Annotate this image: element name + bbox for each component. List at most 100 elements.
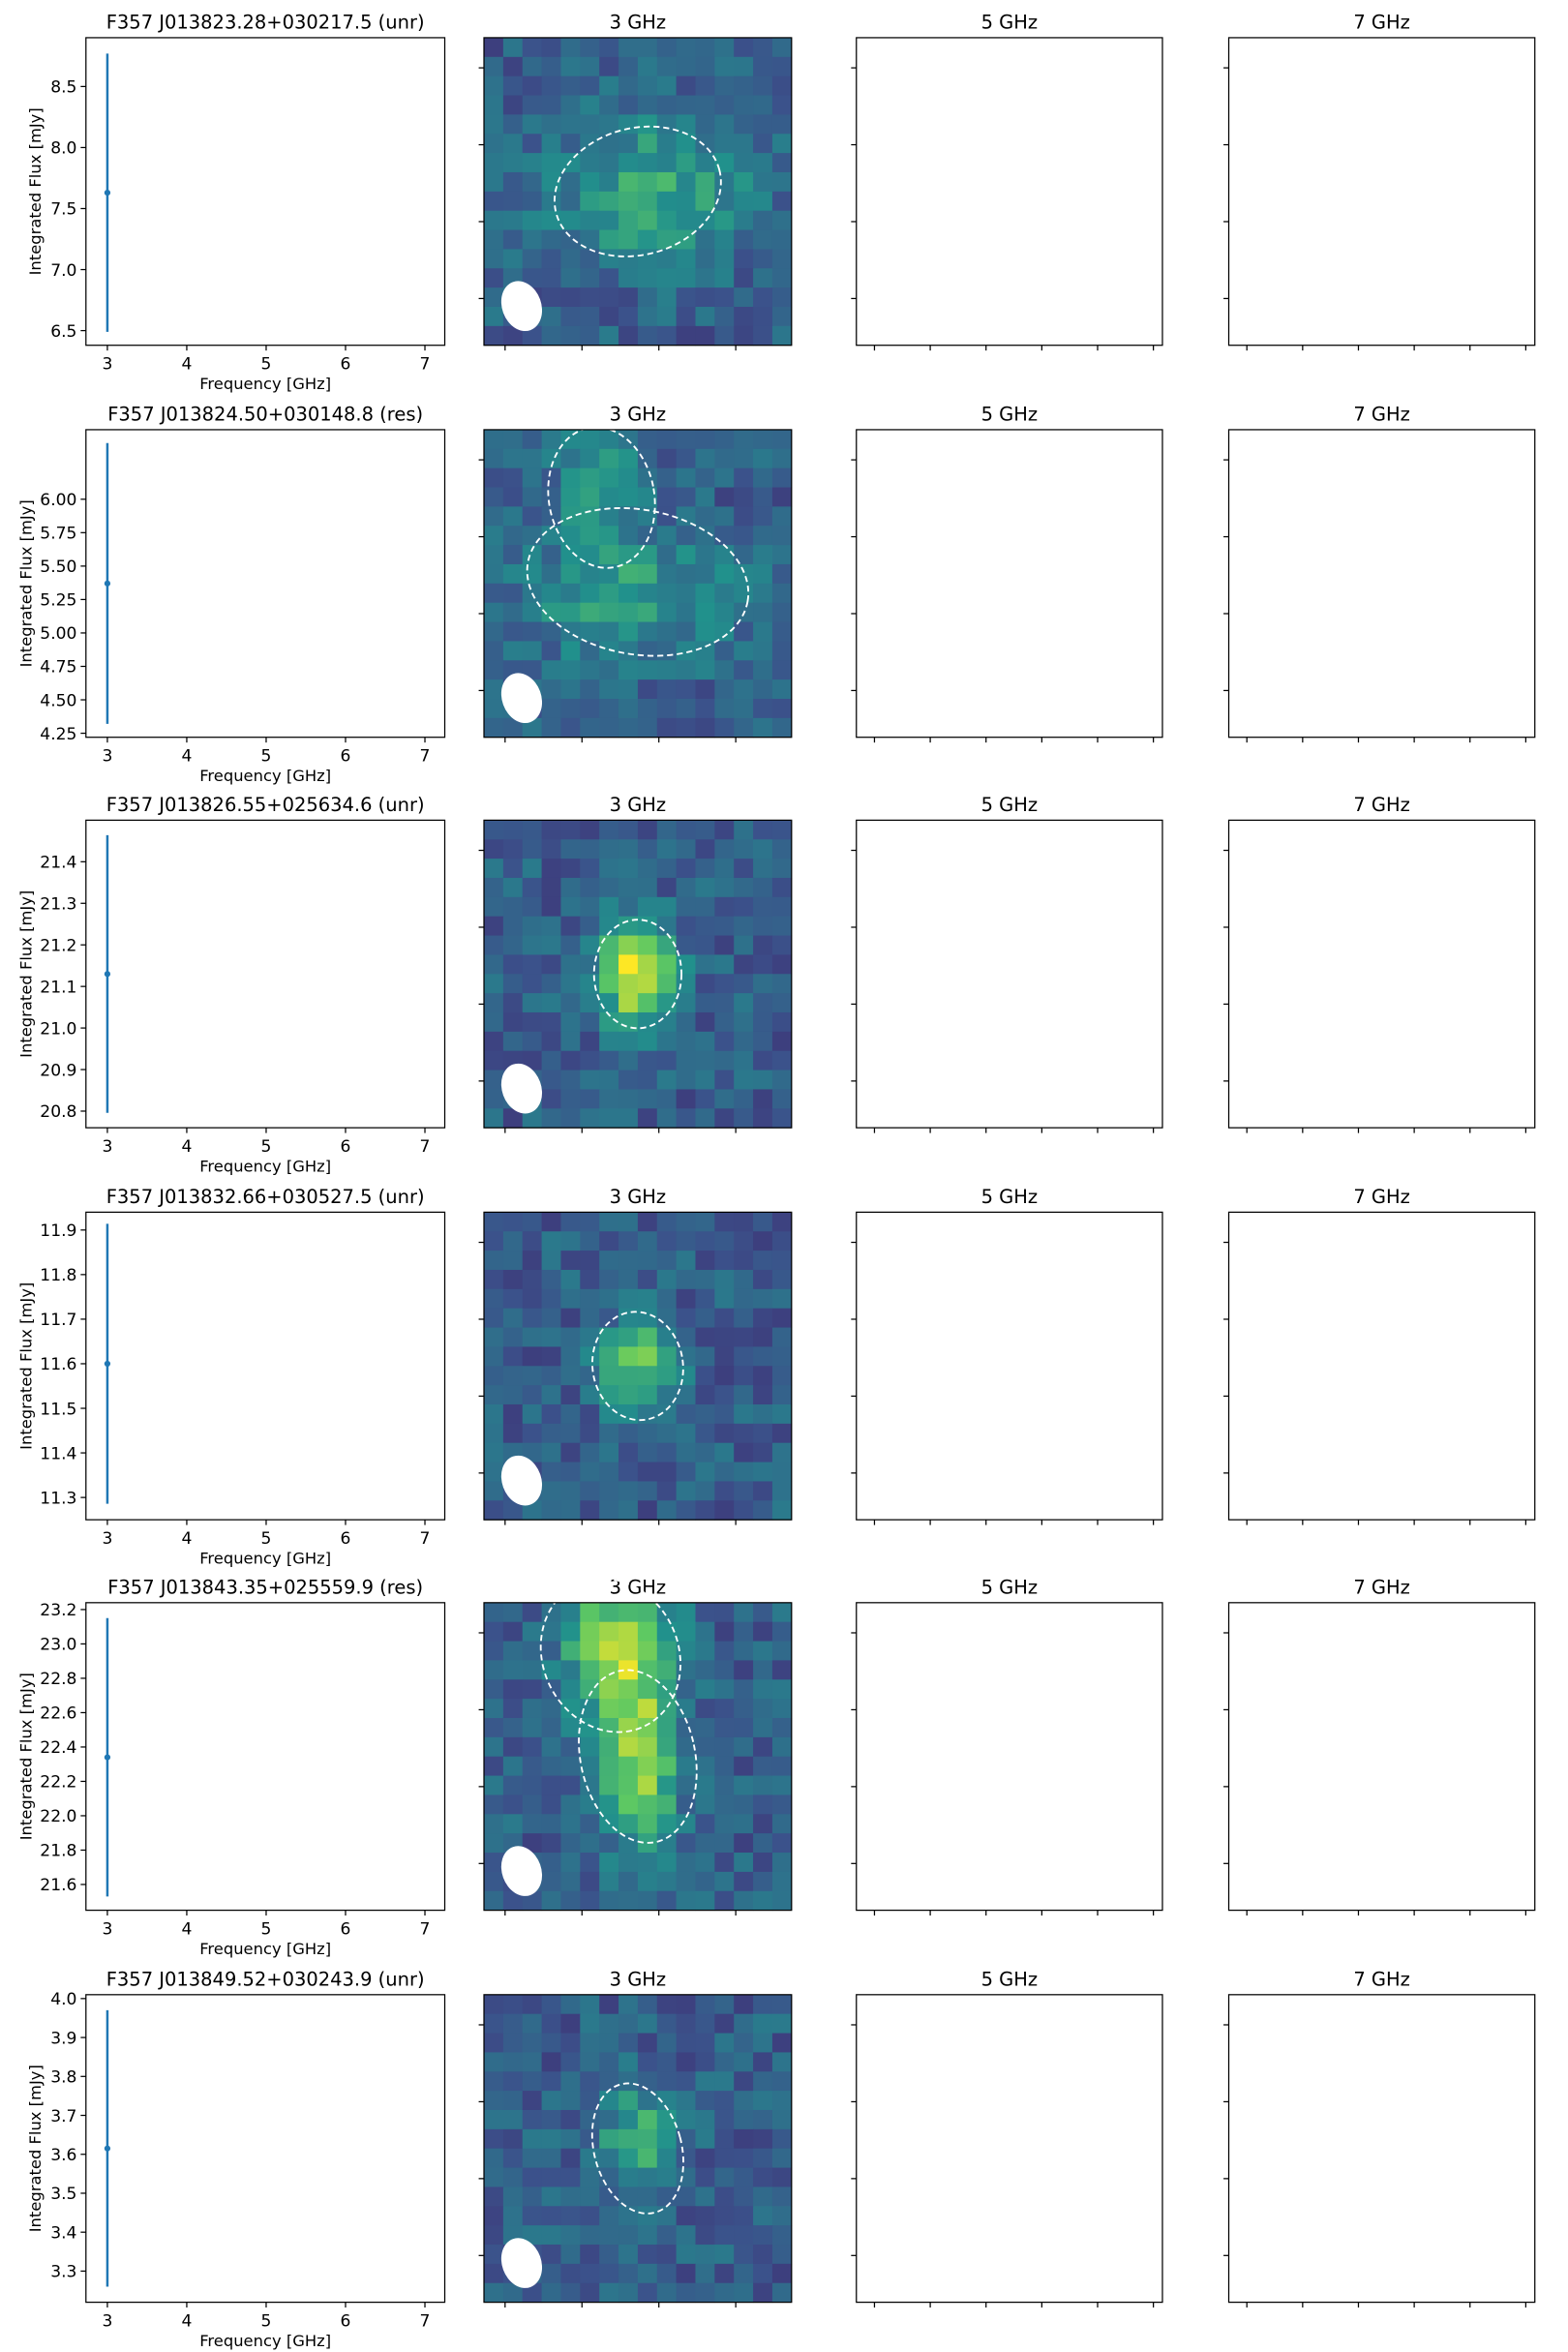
heatmap-pixel: [676, 306, 696, 327]
heatmap-pixel: [771, 268, 793, 288]
heatmap-pixel: [502, 1403, 524, 1425]
heatmap-pixel: [771, 859, 793, 879]
heatmap-pixel: [522, 877, 543, 898]
heatmap-pixel: [484, 287, 504, 308]
y-tick-label: 5.25: [40, 591, 76, 611]
heatmap-pixel: [676, 268, 696, 288]
heatmap-pixel: [637, 1775, 658, 1795]
heatmap-pixel: [637, 2013, 658, 2035]
heatmap-pixel: [522, 545, 543, 565]
heatmap-pixel: [734, 839, 754, 859]
heatmap-pixel: [695, 1994, 715, 2015]
heatmap-pixel: [484, 602, 504, 623]
heatmap-pixel: [676, 954, 696, 975]
heatmap-pixel: [734, 1621, 754, 1643]
heatmap-pixel: [714, 268, 735, 288]
heatmap-pixel: [502, 325, 524, 347]
heatmap-pixel: [599, 2128, 619, 2150]
heatmap-pixel: [753, 2186, 773, 2207]
heatmap-pixel: [676, 621, 696, 642]
heatmap-pixel: [541, 1288, 561, 1310]
heatmap-pixel: [502, 1794, 524, 1815]
data-point: [104, 1360, 111, 1368]
heatmap-pixel: [676, 2091, 696, 2111]
heatmap-pixel: [560, 37, 581, 58]
heatmap-pixel: [714, 679, 735, 700]
y-tick-label: 22.4: [40, 1738, 76, 1758]
heatmap-pixel: [656, 916, 678, 937]
heatmap-pixel: [502, 1994, 524, 2015]
heatmap-pixel: [753, 974, 773, 994]
heatmap-pixel: [522, 916, 543, 937]
heatmap-pixel: [714, 2167, 735, 2187]
heatmap-pixel: [734, 2052, 754, 2072]
heatmap-pixel: [599, 1602, 619, 1623]
heatmap-pixel: [753, 1621, 773, 1643]
heatmap-pixel: [637, 1050, 658, 1071]
heatmap-pixel: [714, 2033, 735, 2053]
y-tick-label: 11.9: [40, 1221, 76, 1241]
heatmap-pixel: [541, 2167, 561, 2187]
heatmap-pixel: [618, 2052, 639, 2072]
heatmap-pixel: [502, 1366, 524, 1386]
heatmap-pixel: [637, 1346, 658, 1367]
heatmap-pixel: [734, 1308, 754, 1329]
heatmap-pixel: [734, 1602, 754, 1623]
heatmap-pixel: [676, 2206, 696, 2226]
heatmap-pixel: [580, 1327, 600, 1347]
heatmap-pixel: [753, 1050, 773, 1071]
heatmap-pixel: [560, 1814, 581, 1834]
y-tick-label: 3.8: [50, 2068, 76, 2088]
heatmap-pixel: [599, 1385, 619, 1405]
panel-title: 7 GHz: [1353, 794, 1410, 816]
heatmap-pixel: [560, 1462, 581, 1482]
heatmap-pixel: [618, 1231, 639, 1251]
heatmap-pixel: [656, 602, 678, 623]
heatmap-pixel: [714, 1756, 735, 1777]
heatmap-pixel: [618, 1070, 639, 1090]
heatmap-pixel: [714, 210, 735, 231]
heatmap-pixel: [656, 229, 678, 250]
heatmap-pixel: [695, 2282, 715, 2304]
heatmap-pixel: [771, 114, 793, 135]
heatmap-pixel: [676, 1699, 696, 1719]
heatmap-pixel: [695, 2013, 715, 2035]
heatmap-pixel: [656, 563, 678, 585]
heatmap-pixel: [522, 954, 543, 975]
heatmap-pixel: [734, 1814, 754, 1834]
heatmap-pixel: [599, 1736, 619, 1758]
heatmap-pixel: [618, 1462, 639, 1482]
heatmap-pixel: [695, 37, 715, 58]
heatmap-pixel: [618, 171, 639, 193]
heatmap-pixel: [676, 1814, 696, 1834]
heatmap-pixel: [541, 1814, 561, 1834]
heatmap-pixel: [676, 2052, 696, 2072]
heatmap-pixel: [618, 2091, 639, 2111]
heatmap-pixel: [560, 171, 581, 193]
heatmap-pixel: [637, 1481, 658, 1501]
heatmap-pixel: [484, 467, 504, 488]
heatmap-pixel: [771, 1346, 793, 1367]
heatmap-pixel: [541, 37, 561, 58]
heatmap-pixel: [771, 56, 793, 77]
heatmap-pixel: [771, 1756, 793, 1777]
heatmap-pixel: [502, 545, 524, 565]
heatmap-pixel: [522, 2109, 543, 2130]
heatmap-pixel: [637, 171, 658, 193]
x-tick-label: 6: [341, 747, 351, 767]
heatmap-pixel: [541, 602, 561, 623]
heatmap-pixel: [560, 839, 581, 859]
panel-title: 5 GHz: [981, 794, 1039, 816]
heatmap-pixel: [560, 134, 581, 154]
heatmap-pixel: [695, 2148, 715, 2169]
heatmap-pixel: [484, 2263, 504, 2284]
heatmap-pixel: [618, 916, 639, 937]
heatmap-pixel: [676, 229, 696, 250]
heatmap-pixel: [484, 1833, 504, 1854]
heatmap-pixel: [502, 1288, 524, 1310]
heatmap-pixel: [522, 839, 543, 859]
heatmap-pixel: [734, 37, 754, 58]
heatmap-pixel: [753, 563, 773, 585]
heatmap-pixel: [580, 1108, 600, 1129]
heatmap-pixel: [637, 1717, 658, 1738]
